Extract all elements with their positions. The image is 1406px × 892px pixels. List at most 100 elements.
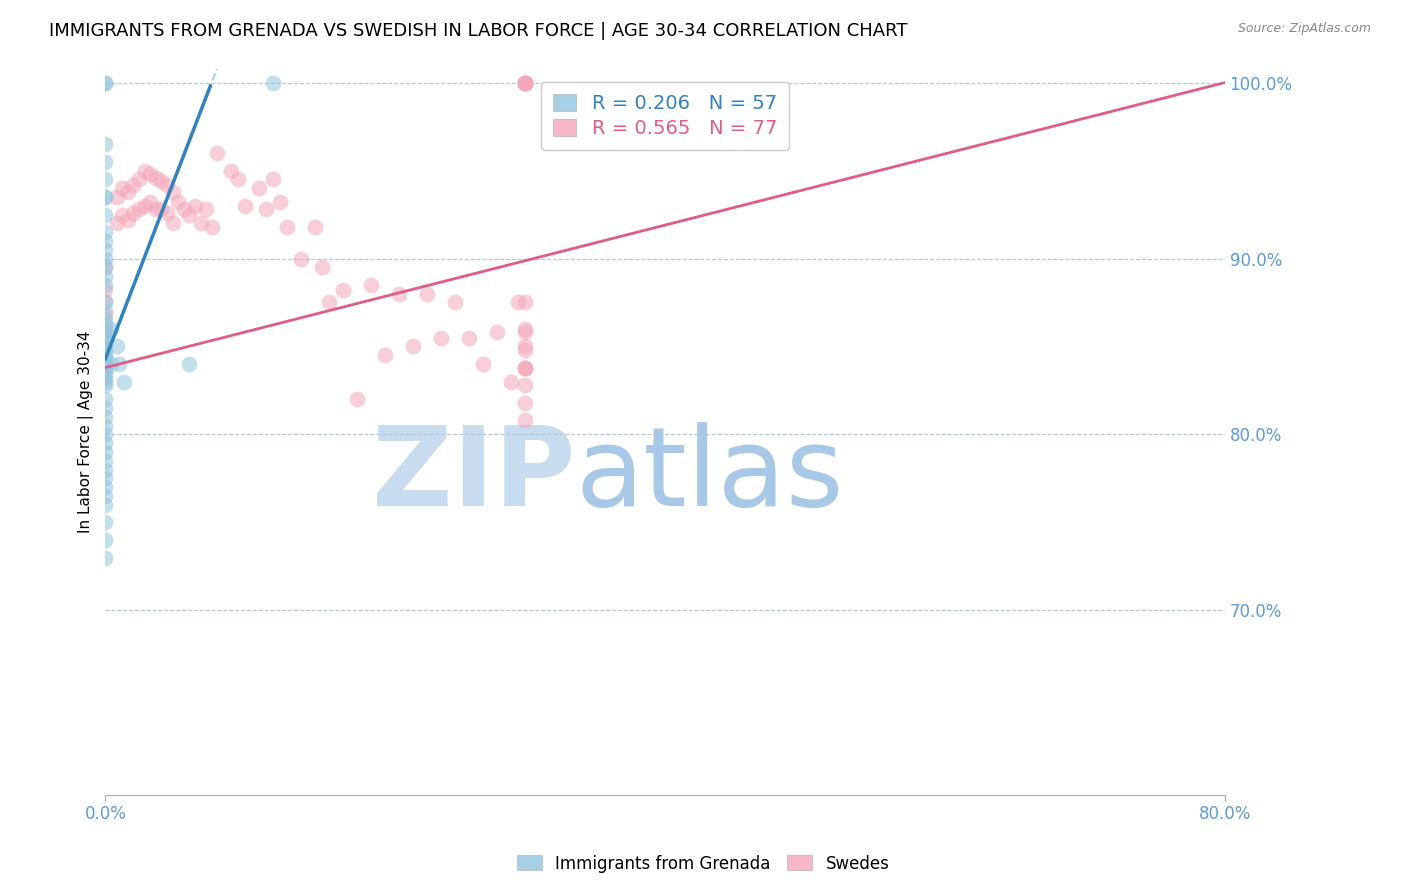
Point — [513, 396, 536, 410]
Point — [513, 339, 536, 353]
Point — [94, 550, 117, 565]
Point — [513, 76, 536, 90]
Point — [254, 202, 277, 217]
Point — [94, 322, 117, 336]
Point — [134, 163, 156, 178]
Point — [179, 208, 201, 222]
Point — [94, 260, 117, 275]
Point — [94, 252, 117, 266]
Point — [156, 206, 179, 220]
Point — [318, 295, 340, 310]
Point — [94, 353, 117, 368]
Point — [94, 339, 117, 353]
Point — [105, 190, 128, 204]
Point — [513, 295, 536, 310]
Point — [94, 471, 117, 485]
Point — [94, 269, 117, 284]
Point — [94, 480, 117, 494]
Point — [269, 195, 291, 210]
Point — [94, 313, 117, 327]
Point — [374, 348, 396, 362]
Point — [94, 277, 117, 292]
Text: IMMIGRANTS FROM GRENADA VS SWEDISH IN LABOR FORCE | AGE 30-34 CORRELATION CHART: IMMIGRANTS FROM GRENADA VS SWEDISH IN LA… — [49, 22, 908, 40]
Point — [94, 346, 117, 360]
Point — [94, 343, 117, 357]
Point — [94, 368, 117, 382]
Point — [150, 202, 173, 217]
Point — [221, 163, 243, 178]
Point — [226, 172, 249, 186]
Point — [105, 216, 128, 230]
Point — [94, 304, 117, 318]
Point — [108, 357, 131, 371]
Point — [513, 378, 536, 392]
Point — [100, 322, 122, 336]
Point — [513, 76, 536, 90]
Point — [513, 360, 536, 375]
Point — [94, 76, 117, 90]
Point — [162, 185, 184, 199]
Point — [94, 401, 117, 415]
Y-axis label: In Labor Force | Age 30-34: In Labor Force | Age 30-34 — [79, 331, 94, 533]
Point — [94, 76, 117, 90]
Point — [513, 413, 536, 427]
Legend: Immigrants from Grenada, Swedes: Immigrants from Grenada, Swedes — [510, 848, 896, 880]
Point — [508, 295, 530, 310]
Point — [501, 375, 523, 389]
Point — [513, 322, 536, 336]
Point — [94, 375, 117, 389]
Point — [94, 364, 117, 378]
Point — [94, 392, 117, 407]
Text: atlas: atlas — [575, 422, 844, 529]
Point — [112, 375, 135, 389]
Point — [94, 234, 117, 248]
Point — [94, 533, 117, 547]
Point — [290, 252, 312, 266]
Point — [94, 172, 117, 186]
Point — [190, 216, 212, 230]
Point — [262, 76, 284, 90]
Point — [94, 331, 117, 345]
Point — [156, 178, 179, 192]
Point — [94, 260, 117, 275]
Point — [513, 343, 536, 357]
Point — [111, 181, 134, 195]
Point — [139, 195, 162, 210]
Point — [105, 339, 128, 353]
Point — [111, 208, 134, 222]
Point — [444, 295, 467, 310]
Point — [94, 445, 117, 459]
Point — [94, 350, 117, 364]
Point — [167, 195, 190, 210]
Point — [416, 286, 439, 301]
Point — [311, 260, 333, 275]
Point — [94, 208, 117, 222]
Point — [486, 326, 509, 340]
Point — [145, 202, 167, 217]
Point — [402, 339, 425, 353]
Point — [94, 378, 117, 392]
Point — [247, 181, 270, 195]
Point — [513, 326, 536, 340]
Point — [94, 190, 117, 204]
Point — [346, 392, 368, 407]
Point — [233, 199, 256, 213]
Point — [128, 172, 150, 186]
Point — [94, 360, 117, 375]
Point — [94, 243, 117, 257]
Point — [94, 489, 117, 503]
Point — [513, 76, 536, 90]
Point — [262, 172, 284, 186]
Point — [94, 371, 117, 385]
Point — [513, 76, 536, 90]
Point — [513, 360, 536, 375]
Point — [94, 454, 117, 468]
Point — [430, 331, 453, 345]
Point — [94, 283, 117, 297]
Point — [94, 357, 117, 371]
Point — [94, 318, 117, 333]
Point — [100, 357, 122, 371]
Point — [332, 283, 354, 297]
Point — [94, 418, 117, 433]
Text: Source: ZipAtlas.com: Source: ZipAtlas.com — [1237, 22, 1371, 36]
